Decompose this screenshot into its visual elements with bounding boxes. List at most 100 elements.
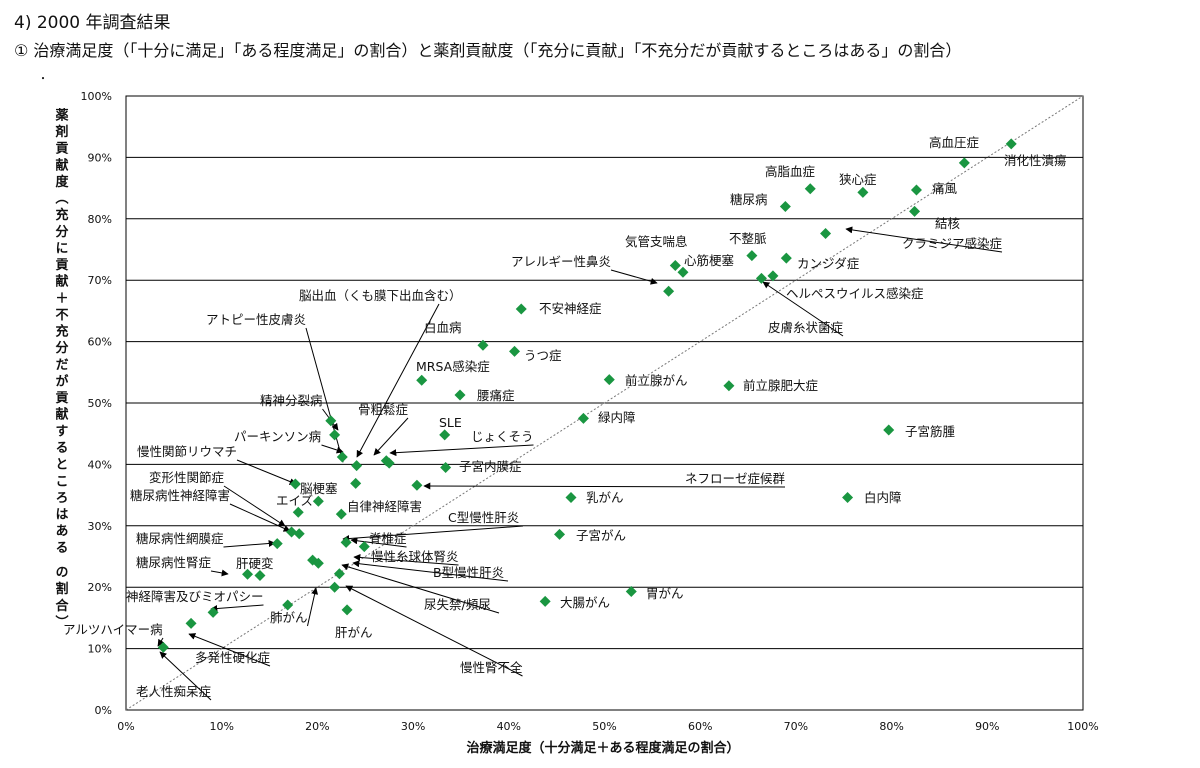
data-point [669,259,681,271]
y-axis-label: 薬剤貢献度（充分に貢献＋不充分だが貢献するところはある の割合） [53,107,70,628]
point-label: 尿失禁/頻尿 [424,597,491,612]
data-point [157,641,169,653]
data-point [663,285,675,297]
point-label: アルツハイマー病 [63,622,163,637]
data-point [351,460,363,472]
point-label: 狭心症 [839,172,877,187]
data-point [416,374,428,386]
data-point [312,557,324,569]
data-point [857,186,869,198]
point-label: MRSA感染症 [416,359,490,374]
point-label: SLE [439,415,462,430]
plot-border [125,95,1084,711]
data-point [411,479,423,491]
data-point [289,478,301,490]
data-point [780,252,792,264]
point-label: 精神分裂病 [260,393,323,408]
data-point [454,389,466,401]
point-label: 結核 [935,216,961,231]
data-point [329,581,341,593]
point-label: 子宮内膜症 [459,459,522,474]
data-point [341,604,353,616]
point-label: 高血圧症 [929,135,979,150]
data-points [157,138,1017,653]
leader-line [373,417,409,456]
point-label: 腰痛症 [477,388,515,403]
data-point [554,528,566,540]
data-point [293,528,305,540]
data-point [383,457,395,469]
data-point [185,617,197,629]
data-point [340,536,352,548]
x-tick-label: 100% [1067,720,1098,733]
leader-line [342,525,524,543]
data-point [292,506,304,518]
point-label: 消化性潰瘍 [1004,153,1067,168]
y-tick-label: 20% [88,581,112,594]
stray-mark: ・ [38,74,48,85]
point-label: アレルギー性鼻炎 [511,254,611,269]
point-label: 脳梗塞 [300,481,338,496]
leader-line [341,563,500,614]
point-label: アトピー性皮膚炎 [206,312,306,327]
y-tick-label: 60% [88,336,112,349]
point-label: 糖尿病性神経障害 [130,488,230,503]
point-label: 白内障 [864,490,902,505]
data-point [207,606,219,618]
point-label: 白血病 [424,320,462,335]
leader-line [159,651,212,701]
data-point [909,205,921,217]
point-label: 前立腺肥大症 [743,378,818,393]
data-point [842,492,854,504]
data-point [723,380,735,392]
data-point [746,250,758,262]
point-label: 神経障害及びミオパシー [126,589,264,604]
leader-line [353,553,459,566]
point-label: 痛風 [932,181,958,196]
x-tick-label: 70% [784,720,808,733]
point-label: 心筋梗塞 [684,253,735,268]
data-point [958,157,970,169]
point-label: 糖尿病性網膜症 [136,531,224,546]
leader-line [223,485,286,527]
leader-line [389,444,534,457]
y-axis-label-group: 薬剤貢献度（充分に貢献＋不充分だが貢献するところはある の割合） [53,107,70,628]
point-label: カンジダ症 [797,256,859,271]
data-point [254,570,266,582]
point-label: 気管支喘息 [625,234,688,249]
leader-line [345,585,523,677]
point-label: クラミジア感染症 [902,236,1002,251]
x-tick-label: 0% [117,720,134,733]
y-tick-label: 50% [88,397,112,410]
leader-line [223,539,276,548]
data-point [271,538,283,550]
point-label: 子宮筋腫 [905,424,956,439]
x-tick-label: 50% [592,720,616,733]
chart-axes: 0% 10% 20% 30% 40% 50% 60% 70% 80% 90% 100% 0% 10% 20… [81,90,1099,733]
data-point [625,585,637,597]
chart-subheading: ① 治療満足度（「十分に満足」「ある程度満足」の割合）と薬剤貢献度（「充分に貢献… [14,41,962,60]
y-tick-label: 80% [88,213,112,226]
data-point [282,599,294,611]
data-point [515,303,527,315]
point-label: 脳出血（くも膜下出血含む） [299,288,462,303]
point-label: じょくそう [471,429,534,444]
data-point [677,266,689,278]
leader-line [356,303,440,458]
point-label: 前立腺がん [625,373,688,388]
point-label: 骨粗鬆症 [358,402,408,417]
point-label: 自律神経障害 [347,499,422,514]
point-label: ヘルペスウイルス感染症 [786,286,924,301]
point-label: 肝がん [335,625,373,640]
y-tick-label: 70% [88,274,112,287]
x-tick-label: 30% [401,720,425,733]
x-tick-label: 20% [305,720,329,733]
y-tick-label: 30% [88,520,112,533]
data-point [312,495,324,507]
data-point [439,429,451,441]
data-point [509,345,521,357]
section-heading: 4) 2000 年調査結果 [14,13,171,33]
data-point [603,374,615,386]
